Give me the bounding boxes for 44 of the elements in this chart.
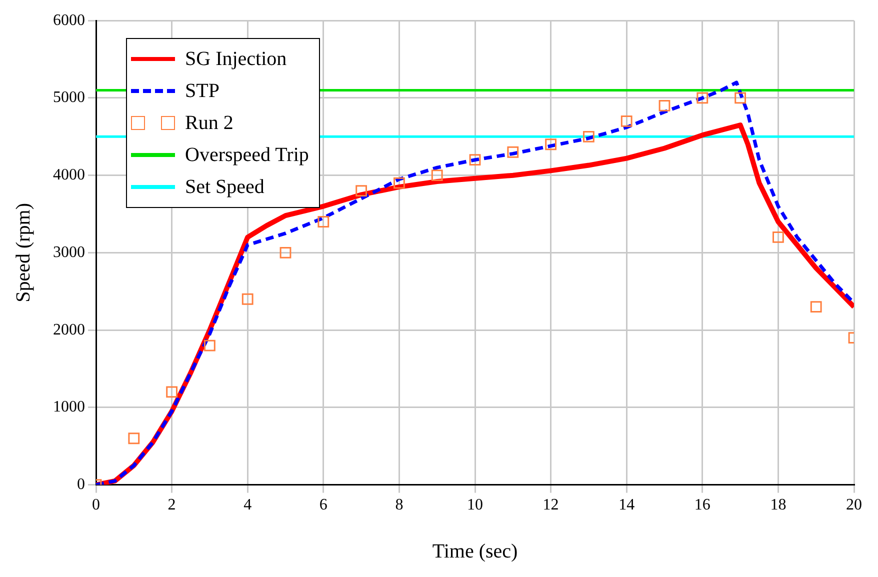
y-tick-label: 4000 [53, 166, 85, 184]
point [772, 232, 784, 243]
y-tick-label: 6000 [53, 12, 85, 29]
point [431, 170, 443, 182]
point [128, 432, 140, 444]
point [394, 177, 405, 189]
x-tick-label: 4 [244, 496, 252, 514]
x-tick-label: 2 [168, 496, 176, 514]
x-tick-label: 12 [542, 496, 559, 514]
x-tick-label: 14 [618, 496, 635, 514]
point [734, 92, 746, 104]
point [242, 293, 254, 305]
point [583, 130, 594, 142]
point [620, 115, 632, 127]
point [658, 100, 670, 112]
legend-label: STP [185, 79, 220, 104]
y-axis-title: Speed (rpm) [12, 202, 34, 302]
y-tick-label: 0 [77, 476, 85, 494]
x-tick-label: 18 [770, 496, 786, 514]
x-tick-label: 10 [467, 496, 483, 514]
x-tick-label: 8 [395, 496, 404, 514]
point [356, 185, 367, 197]
point [318, 216, 330, 228]
point [469, 154, 481, 166]
y-tick-label: 2000 [53, 321, 85, 338]
x-tick-label: 6 [319, 496, 328, 514]
point [507, 146, 519, 158]
x-tick-label: 0 [92, 496, 100, 514]
y-tick-label: 1000 [53, 398, 85, 416]
legend-label: Overspeed Trip [185, 143, 309, 168]
y-tick-label: 5000 [53, 89, 85, 106]
legend-label: Set Speed [185, 175, 264, 200]
point [166, 386, 178, 398]
x-tick-label: 16 [694, 496, 710, 514]
point [204, 340, 216, 352]
legend-label: SG Injection [185, 47, 287, 72]
y-tick-label: 3000 [53, 244, 85, 261]
point [810, 301, 822, 313]
point [696, 92, 708, 104]
x-axis-title: Time (sec) [432, 540, 518, 562]
point [545, 138, 556, 150]
x-tick-label: 20 [846, 496, 862, 514]
point [280, 247, 292, 258]
legend-label: Run 2 [185, 111, 234, 136]
